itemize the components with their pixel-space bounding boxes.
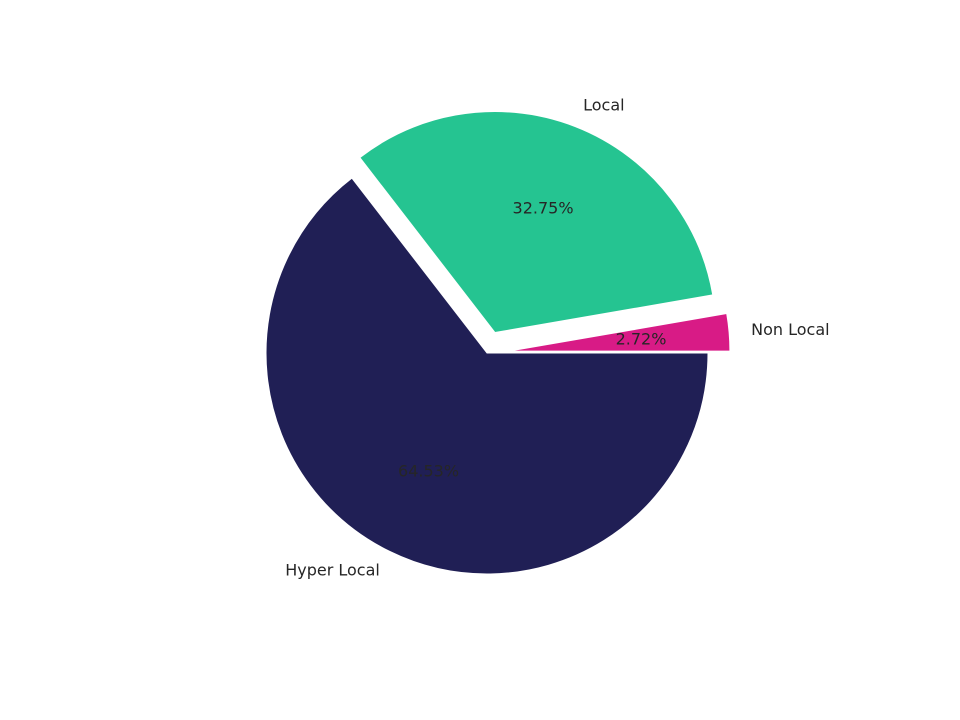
pie-slice-local	[359, 111, 714, 334]
pie-slice-non-local	[508, 312, 731, 352]
pie-slices	[265, 111, 731, 575]
slice-percent-hyper-local: 64.53%	[398, 462, 459, 481]
slice-label-local: Local	[583, 95, 624, 114]
pie-labels: Hyper Local 64.53% Local 32.75% Non Local 2.7…	[285, 95, 829, 579]
slice-percent-non-local: 2.72%	[616, 329, 667, 348]
slice-label-hyper-local: Hyper Local	[285, 561, 380, 580]
slice-percent-local: 32.75%	[513, 198, 574, 217]
slice-label-non-local: Non Local	[751, 320, 829, 339]
pie-slice-hyper-local	[265, 177, 709, 575]
